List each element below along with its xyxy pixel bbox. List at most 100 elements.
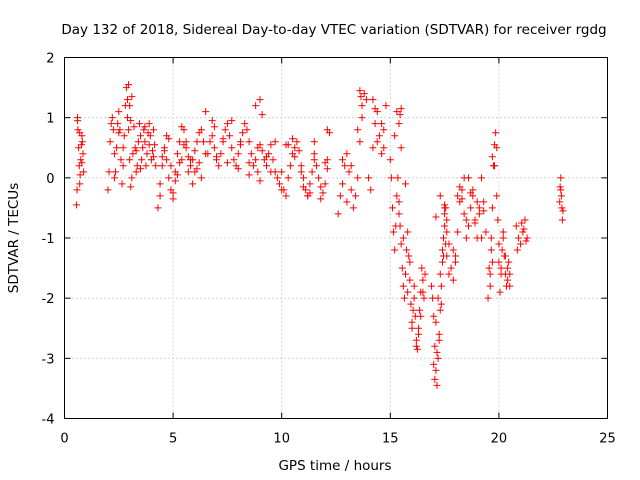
y-tick-labels: -4 -3 -2 -1 0 1 2 [42, 52, 55, 428]
x-tick-labels: 0 5 10 15 20 25 [60, 432, 615, 447]
data-point [397, 240, 405, 248]
data-point [276, 180, 284, 188]
data-point [362, 96, 370, 104]
data-point [462, 216, 470, 224]
data-point [254, 168, 262, 176]
data-point [432, 318, 440, 326]
data-point [252, 102, 260, 110]
data-point [396, 111, 404, 119]
data-point [245, 171, 253, 179]
data-point [197, 174, 205, 182]
data-point [557, 192, 565, 200]
data-point [557, 174, 565, 182]
data-point [221, 126, 229, 134]
data-point [76, 180, 84, 188]
data-point [241, 120, 249, 128]
data-point [471, 219, 479, 227]
data-point [478, 174, 486, 182]
data-point [413, 345, 421, 353]
data-point [557, 186, 565, 194]
data-point [504, 264, 512, 272]
data-point [200, 138, 208, 146]
data-point [480, 198, 488, 206]
chart-title: Day 132 of 2018, Sidereal Day-to-day VTE… [61, 22, 606, 38]
data-point [105, 168, 113, 176]
data-point [343, 198, 351, 206]
data-point [80, 168, 88, 176]
data-point [441, 222, 449, 230]
data-point [556, 198, 564, 206]
data-point [501, 252, 509, 260]
data-point [454, 192, 462, 200]
data-point [410, 294, 418, 302]
data-point [347, 186, 355, 194]
data-point [230, 156, 238, 164]
data-point [158, 153, 166, 161]
data-point [443, 216, 451, 224]
data-point [245, 138, 253, 146]
data-point [484, 294, 492, 302]
data-point [469, 186, 477, 194]
data-point [239, 129, 247, 137]
data-point [487, 246, 495, 254]
data-point [126, 102, 134, 110]
data-point [419, 288, 427, 296]
y-axis-label: SDTVAR / TECUs [6, 183, 22, 293]
data-point [436, 306, 444, 314]
data-point [407, 300, 415, 308]
data-point [74, 126, 82, 134]
data-point [406, 258, 414, 266]
data-point [208, 117, 216, 125]
data-point [493, 144, 501, 152]
data-point [306, 180, 314, 188]
y-tick-label: -1 [42, 232, 55, 247]
y-tick-label: -3 [42, 352, 55, 367]
data-point [434, 354, 442, 362]
data-point [402, 180, 410, 188]
data-point [408, 324, 416, 332]
data-point [234, 150, 242, 158]
data-point [223, 120, 231, 128]
data-point [308, 168, 316, 176]
data-point [488, 204, 496, 212]
data-point [258, 111, 266, 119]
data-point [445, 270, 453, 278]
data-point [409, 306, 417, 314]
data-point [482, 228, 490, 236]
data-point [451, 252, 459, 260]
data-point [145, 141, 153, 149]
data-point [245, 159, 253, 167]
data-point [132, 168, 140, 176]
data-point [186, 156, 194, 164]
data-point [464, 222, 472, 230]
data-point [173, 150, 181, 158]
data-point [76, 129, 84, 137]
data-point [451, 258, 459, 266]
data-point [243, 126, 251, 134]
data-point [125, 81, 133, 89]
data-point [440, 234, 448, 242]
data-point [454, 228, 462, 236]
data-point [458, 195, 466, 203]
data-point [138, 156, 146, 164]
data-point [252, 156, 260, 164]
data-point [556, 183, 564, 191]
data-point [291, 153, 299, 161]
x-tick-label: 10 [273, 432, 290, 447]
data-point [486, 282, 494, 290]
data-point [167, 162, 175, 170]
data-point [369, 144, 377, 152]
data-point [156, 192, 164, 200]
data-point [165, 135, 173, 143]
data-point [77, 156, 85, 164]
data-point [142, 162, 150, 170]
data-point [514, 234, 522, 242]
data-point [393, 192, 401, 200]
data-point [156, 180, 164, 188]
data-point [494, 216, 502, 224]
data-point [410, 282, 418, 290]
data-point [140, 126, 148, 134]
data-point [117, 156, 125, 164]
data-point [488, 153, 496, 161]
data-point [356, 87, 364, 95]
